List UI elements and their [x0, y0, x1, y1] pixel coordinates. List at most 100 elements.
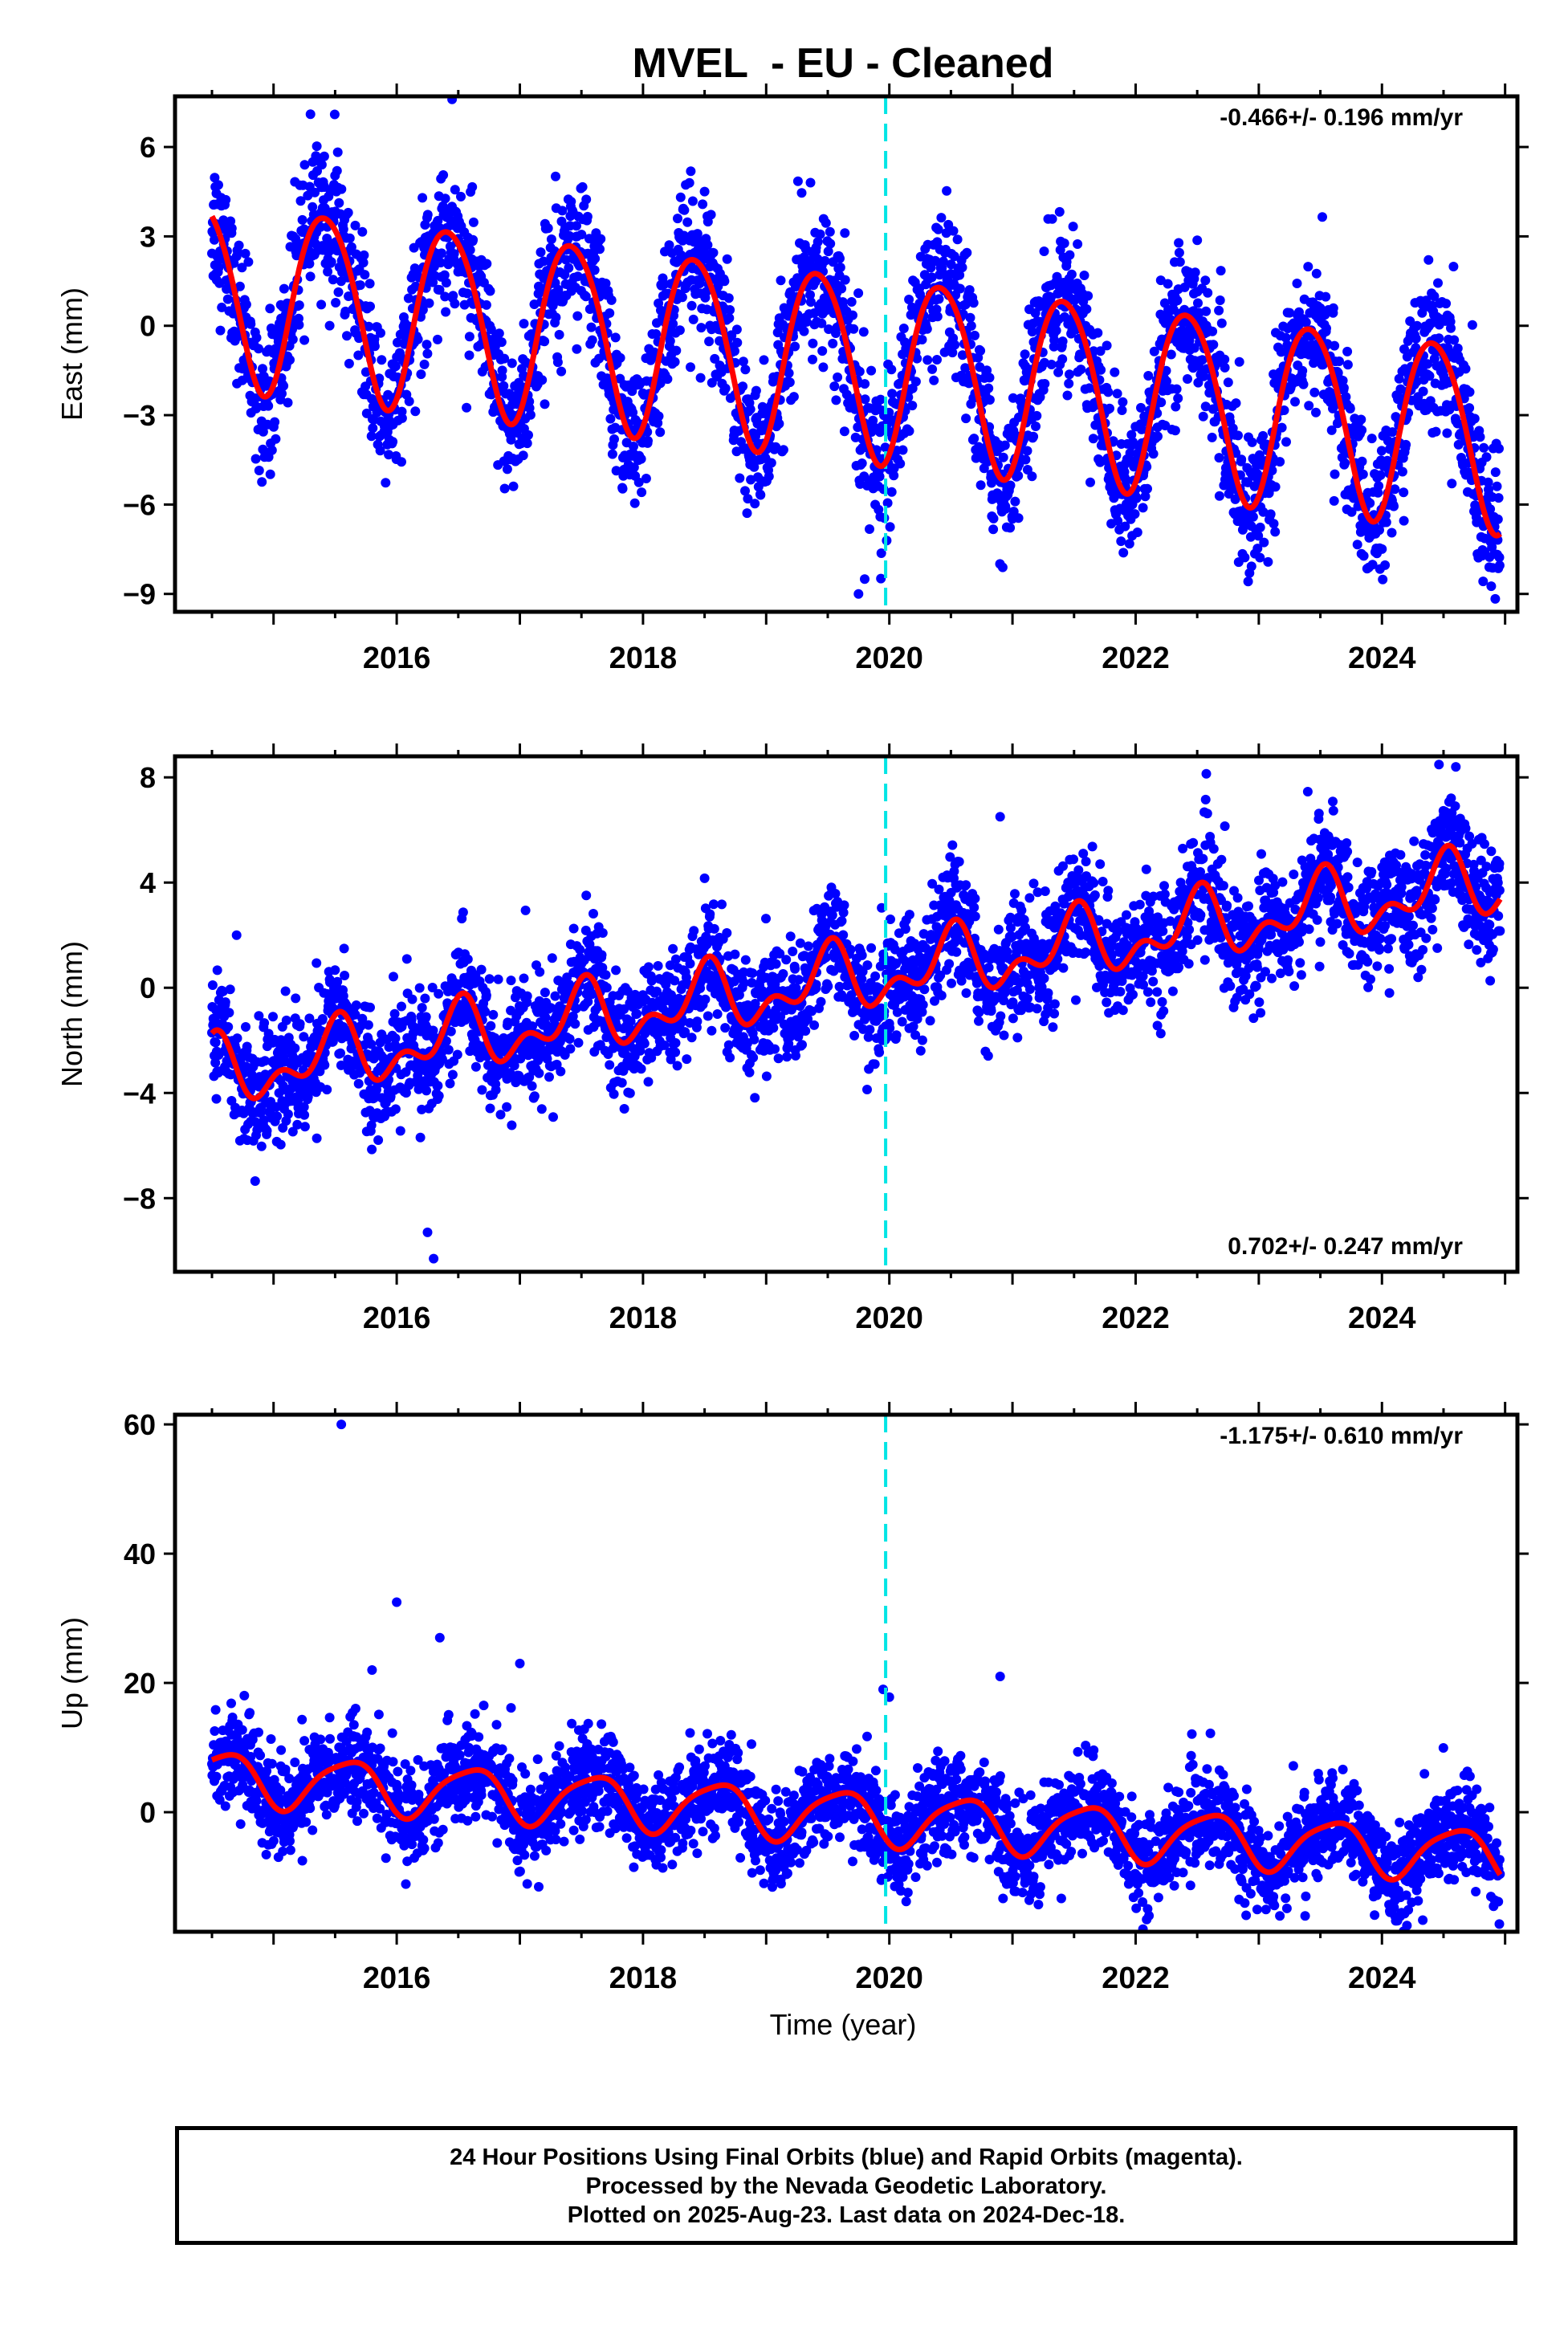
data-point	[1330, 469, 1340, 479]
data-point	[522, 438, 532, 449]
data-point	[665, 336, 675, 346]
data-point	[586, 322, 597, 332]
data-point	[705, 909, 715, 919]
data-point	[417, 193, 428, 203]
data-point	[447, 1069, 458, 1080]
data-point	[468, 217, 479, 227]
data-point	[778, 445, 788, 455]
data-point	[565, 1044, 576, 1054]
data-point	[682, 1054, 692, 1065]
data-point	[1248, 511, 1258, 522]
data-point	[744, 1067, 755, 1077]
data-point	[1478, 576, 1489, 587]
data-point	[968, 298, 979, 308]
data-point	[1089, 346, 1099, 356]
data-point	[927, 364, 938, 374]
data-point	[589, 265, 600, 275]
data-point	[632, 1008, 642, 1019]
data-point	[241, 1061, 251, 1072]
data-point	[895, 458, 906, 469]
data-point	[556, 1066, 566, 1077]
data-point	[723, 293, 734, 303]
data-point	[1171, 384, 1182, 394]
data-point	[761, 914, 771, 924]
data-point	[476, 964, 487, 975]
east-frame	[173, 94, 1520, 614]
data-point	[1215, 295, 1225, 305]
data-point	[413, 334, 423, 344]
data-point	[481, 299, 491, 310]
data-point	[998, 452, 1008, 462]
data-point	[997, 562, 1008, 572]
data-point	[1367, 560, 1378, 570]
data-point	[932, 237, 943, 247]
data-point	[984, 373, 995, 383]
data-point	[294, 300, 304, 311]
data-point	[339, 943, 349, 954]
data-point	[1494, 560, 1505, 571]
data-point	[965, 312, 975, 323]
data-point	[338, 224, 348, 234]
data-point	[829, 381, 840, 392]
data-point	[221, 194, 231, 205]
data-point	[234, 240, 244, 251]
data-point	[670, 356, 680, 367]
data-point	[572, 221, 581, 231]
data-point	[557, 206, 568, 216]
data-point	[540, 988, 550, 998]
data-point	[1483, 477, 1493, 487]
data-point	[929, 375, 939, 385]
data-point	[1208, 326, 1218, 336]
data-point	[464, 350, 474, 360]
data-point	[927, 272, 937, 283]
data-point	[499, 1033, 509, 1043]
data-point	[1236, 454, 1247, 465]
data-point	[643, 436, 653, 446]
data-point	[1223, 377, 1233, 388]
data-point	[957, 350, 967, 360]
data-point	[1341, 392, 1351, 402]
data-point	[1065, 250, 1075, 260]
data-point	[299, 224, 309, 234]
data-point	[1143, 371, 1154, 381]
data-point	[1431, 426, 1441, 437]
data-point	[785, 931, 796, 942]
data-point	[932, 355, 942, 365]
data-point	[1059, 238, 1069, 248]
data-point	[1311, 268, 1322, 279]
data-point	[759, 355, 769, 365]
data-point	[495, 1110, 506, 1120]
data-point	[580, 291, 591, 302]
data-point	[824, 324, 834, 334]
data-point	[1161, 365, 1171, 376]
data-point	[788, 947, 798, 956]
data-point	[568, 1011, 578, 1021]
data-point	[458, 907, 468, 918]
data-point	[1053, 367, 1064, 377]
data-point	[889, 470, 899, 481]
data-point	[1334, 356, 1344, 366]
data-point	[333, 287, 344, 297]
data-point	[724, 313, 735, 324]
data-point	[865, 524, 874, 534]
data-point	[350, 220, 360, 230]
data-point	[1010, 496, 1020, 507]
data-point	[316, 299, 327, 310]
data-point	[1073, 239, 1083, 249]
data-point	[674, 325, 685, 336]
data-point	[480, 1007, 491, 1017]
data-point	[422, 210, 433, 220]
data-point	[1389, 501, 1399, 511]
data-point	[424, 298, 434, 308]
data-point	[952, 234, 963, 245]
data-point	[250, 1117, 261, 1127]
outlier-point	[305, 109, 316, 120]
data-point	[353, 1078, 364, 1089]
data-point	[552, 357, 563, 368]
data-point	[1255, 522, 1265, 532]
data-point	[381, 478, 391, 488]
data-point	[1383, 455, 1392, 466]
data-point	[1338, 376, 1348, 385]
data-point	[1000, 503, 1011, 514]
data-point	[1081, 304, 1092, 314]
